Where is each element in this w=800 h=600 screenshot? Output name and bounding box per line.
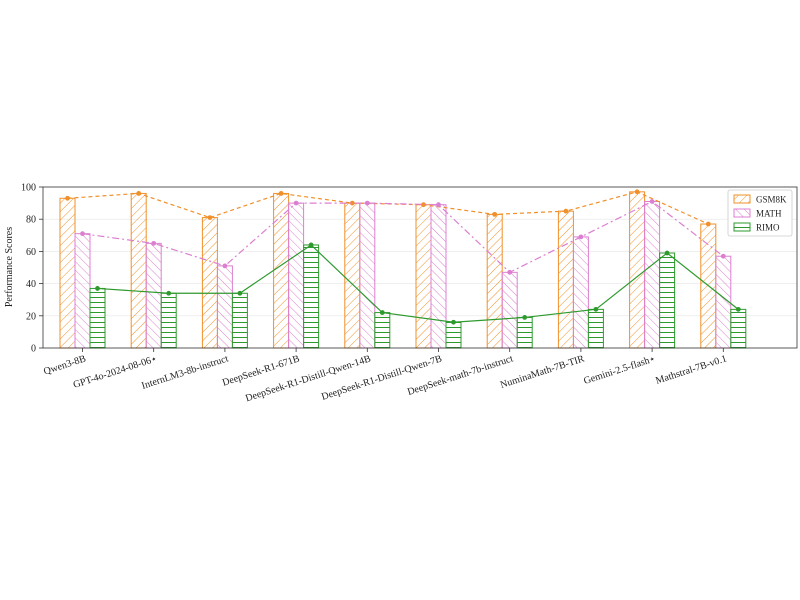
y-axis-label: Performance Scores — [4, 227, 15, 307]
line-math — [82, 200, 724, 274]
y-tick-label: 100 — [21, 183, 36, 194]
bar-gsm8k-internlm3-8b-instruct — [201, 217, 218, 349]
point-gsm8k — [563, 208, 569, 214]
bar-math-qwen3-8b — [74, 233, 91, 349]
line-rimo — [97, 244, 739, 323]
point-rimo — [664, 250, 670, 256]
point-rimo — [237, 290, 243, 296]
point-rimo — [95, 286, 100, 291]
bar-rimo-deepseek-math-7b-instruct — [516, 316, 533, 349]
bar-math-deepseek-r1-distill-qwen-14b — [359, 202, 376, 349]
legend-swatch-math — [733, 208, 751, 218]
point-rimo — [593, 306, 599, 312]
point-math — [151, 240, 157, 246]
point-math — [222, 263, 228, 269]
point-math — [436, 202, 441, 208]
bar-rimo-qwen3-8b — [89, 287, 106, 349]
bar-rimo-deepseek-r1-distill-qwen-14b — [374, 312, 391, 349]
point-gsm8k — [207, 215, 213, 220]
bar-gsm8k-deepseek-r1-distill-qwen-7b — [415, 204, 432, 349]
point-rimo — [451, 319, 456, 325]
bar-math-deepseek-math-7b-instruct — [501, 271, 518, 349]
bar-gsm8k-gpt-4o-2024-08-06 — [130, 192, 147, 349]
point-math — [578, 234, 584, 240]
bar-gsm8k-gemini-2-5-flash — [629, 191, 646, 349]
bar-rimo-deepseek-r1-distill-qwen-7b — [445, 321, 462, 349]
legend-label-math: MATH — [756, 209, 782, 219]
bar-rimo-gpt-4o-2024-08-06 — [160, 292, 177, 349]
point-gsm8k — [65, 195, 70, 201]
point-gsm8k — [705, 221, 711, 227]
bar-math-gpt-4o-2024-08-06 — [145, 242, 162, 349]
bar-rimo-deepseek-r1-671b — [303, 244, 320, 349]
plot-frame — [42, 186, 798, 349]
series-lines — [65, 189, 741, 325]
legend-swatch-gsm8k — [733, 194, 751, 204]
point-gsm8k — [421, 202, 426, 208]
point-rimo — [735, 306, 741, 312]
point-gsm8k — [634, 189, 640, 195]
point-rimo — [166, 290, 172, 296]
bar-gsm8k-numinamath-7b-tir — [557, 210, 574, 349]
legend: GSM8K MATH RIMO — [727, 189, 793, 237]
y-tick-label: 0 — [31, 344, 36, 355]
legend-label-gsm8k: GSM8K — [756, 195, 787, 205]
bar-math-numinamath-7b-tir — [572, 236, 589, 349]
point-math — [293, 200, 299, 206]
point-rimo — [379, 310, 385, 315]
bars — [59, 191, 747, 349]
bar-rimo-gemini-2-5-flash — [659, 252, 676, 349]
point-math — [507, 269, 513, 275]
y-tick-label: 40 — [26, 279, 36, 290]
y-tick-label: 60 — [26, 247, 36, 258]
point-math — [80, 231, 85, 237]
point-rimo — [522, 315, 528, 320]
bar-gsm8k-deepseek-math-7b-instruct — [486, 213, 503, 349]
bar-gsm8k-deepseek-r1-distill-qwen-14b — [344, 202, 361, 349]
y-tick-label: 80 — [26, 215, 36, 226]
point-rimo — [308, 242, 314, 248]
point-gsm8k — [349, 200, 355, 206]
bar-math-gemini-2-5-flash — [644, 200, 661, 349]
point-math — [649, 199, 655, 204]
point-gsm8k — [492, 211, 498, 217]
bar-rimo-internlm3-8b-instruct — [231, 292, 248, 349]
point-gsm8k — [278, 191, 284, 196]
bar-rimo-mathstral-7b-v0-1 — [730, 308, 747, 349]
point-math — [720, 253, 726, 259]
point-math — [364, 200, 370, 206]
legend-swatch-rimo — [733, 222, 751, 232]
y-tick-label: 20 — [26, 311, 36, 322]
bar-math-internlm3-8b-instruct — [216, 265, 233, 349]
bar-rimo-numinamath-7b-tir — [587, 308, 604, 349]
bar-math-deepseek-r1-671b — [288, 202, 305, 349]
point-gsm8k — [136, 191, 142, 196]
y-axis: 0 20 40 60 80 100 — [21, 183, 43, 355]
bar-math-deepseek-r1-distill-qwen-7b — [430, 204, 447, 349]
bar-gsm8k-qwen3-8b — [59, 197, 76, 349]
legend-label-rimo: RIMO — [756, 223, 780, 233]
